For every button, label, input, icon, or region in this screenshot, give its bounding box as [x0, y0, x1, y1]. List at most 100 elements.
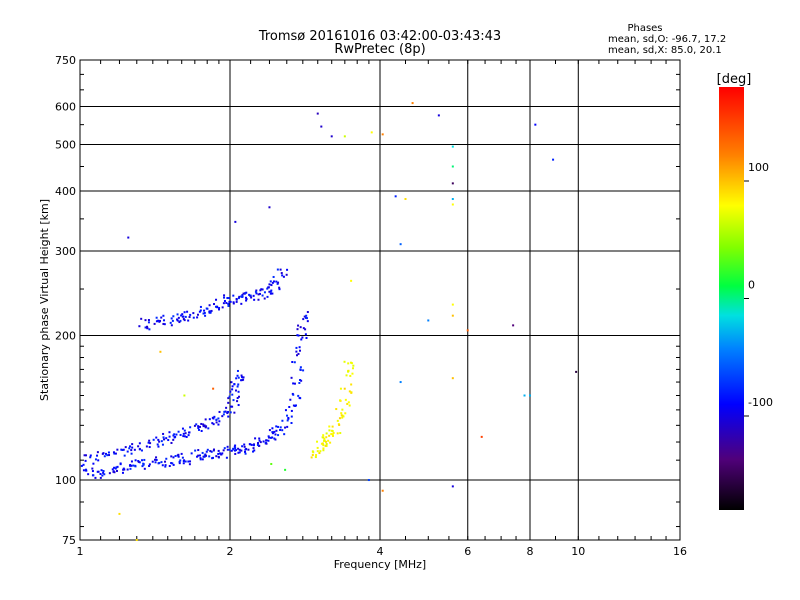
data-point [297, 324, 300, 327]
data-point [188, 431, 191, 434]
data-point [260, 288, 263, 291]
data-point [213, 415, 216, 418]
data-point [241, 295, 244, 298]
data-point [212, 423, 215, 426]
data-point [208, 418, 211, 421]
data-point [336, 419, 339, 422]
data-point [181, 456, 184, 459]
colorbar-ticks: 100 0 -100 [744, 161, 773, 417]
data-point [266, 295, 269, 298]
data-point [198, 310, 201, 313]
data-point [347, 401, 350, 404]
data-point [293, 382, 296, 385]
data-point [274, 438, 277, 441]
data-point [200, 422, 203, 425]
data-point [346, 402, 349, 405]
data-point [296, 328, 299, 331]
data-point [223, 294, 226, 297]
data-point [210, 450, 213, 453]
data-point [205, 450, 208, 453]
data-point [258, 439, 261, 442]
colorbar-tick-label: -100 [748, 396, 773, 409]
data-point [171, 462, 174, 465]
data-point [394, 195, 397, 198]
data-point [268, 206, 271, 209]
data-point [102, 471, 105, 474]
data-point [197, 428, 200, 431]
data-point [268, 429, 271, 432]
data-point [174, 455, 177, 458]
data-point [137, 460, 140, 463]
data-point [262, 440, 265, 443]
data-point [233, 411, 236, 414]
data-point [197, 449, 200, 452]
data-point [83, 454, 86, 457]
data-point [351, 372, 354, 375]
data-point [238, 451, 241, 454]
data-point [199, 309, 202, 312]
data-point [155, 456, 158, 459]
data-point [171, 319, 174, 322]
data-point [223, 296, 226, 299]
data-point [181, 427, 184, 430]
data-point [241, 445, 244, 448]
data-point [320, 125, 323, 128]
data-point [183, 435, 186, 438]
data-point [155, 316, 158, 319]
data-point [399, 243, 402, 246]
data-point [275, 429, 278, 432]
data-point [227, 297, 230, 300]
data-point [163, 438, 166, 441]
data-point [213, 303, 216, 306]
data-point [322, 449, 325, 452]
data-point [512, 324, 515, 327]
data-point [295, 350, 298, 353]
data-point [299, 349, 302, 352]
data-point [284, 426, 287, 429]
data-point [162, 436, 165, 439]
data-point [195, 423, 198, 426]
data-point [298, 381, 301, 384]
data-point [268, 290, 271, 293]
data-point [221, 415, 224, 418]
data-point [201, 451, 204, 454]
data-point [223, 300, 226, 303]
data-point [130, 452, 133, 455]
data-point [271, 281, 274, 284]
data-point [327, 439, 330, 442]
data-point [298, 346, 301, 349]
data-point [351, 367, 354, 370]
data-point [227, 304, 230, 307]
data-point [292, 393, 295, 396]
data-point [256, 443, 259, 446]
data-point [271, 292, 274, 295]
data-point [339, 387, 342, 390]
data-point [575, 370, 578, 373]
data-point [338, 417, 341, 420]
data-point [158, 461, 161, 464]
data-point [204, 418, 207, 421]
data-point [217, 449, 220, 452]
data-point [172, 315, 175, 318]
data-point [339, 399, 342, 402]
data-point [122, 468, 125, 471]
data-point [253, 298, 256, 301]
data-point [233, 445, 236, 448]
data-point [302, 318, 305, 321]
data-point [270, 436, 273, 439]
data-point [116, 448, 119, 451]
data-point [322, 434, 325, 437]
data-point [225, 456, 228, 459]
data-point [213, 448, 216, 451]
data-point [427, 319, 430, 322]
data-point [197, 454, 200, 457]
data-point [176, 318, 179, 321]
data-point [451, 377, 454, 380]
colorbar-tick-label: 0 [748, 279, 755, 292]
data-point [106, 454, 109, 457]
data-point [249, 294, 252, 297]
data-point [196, 313, 199, 316]
data-point [180, 314, 183, 317]
data-point [135, 539, 138, 541]
